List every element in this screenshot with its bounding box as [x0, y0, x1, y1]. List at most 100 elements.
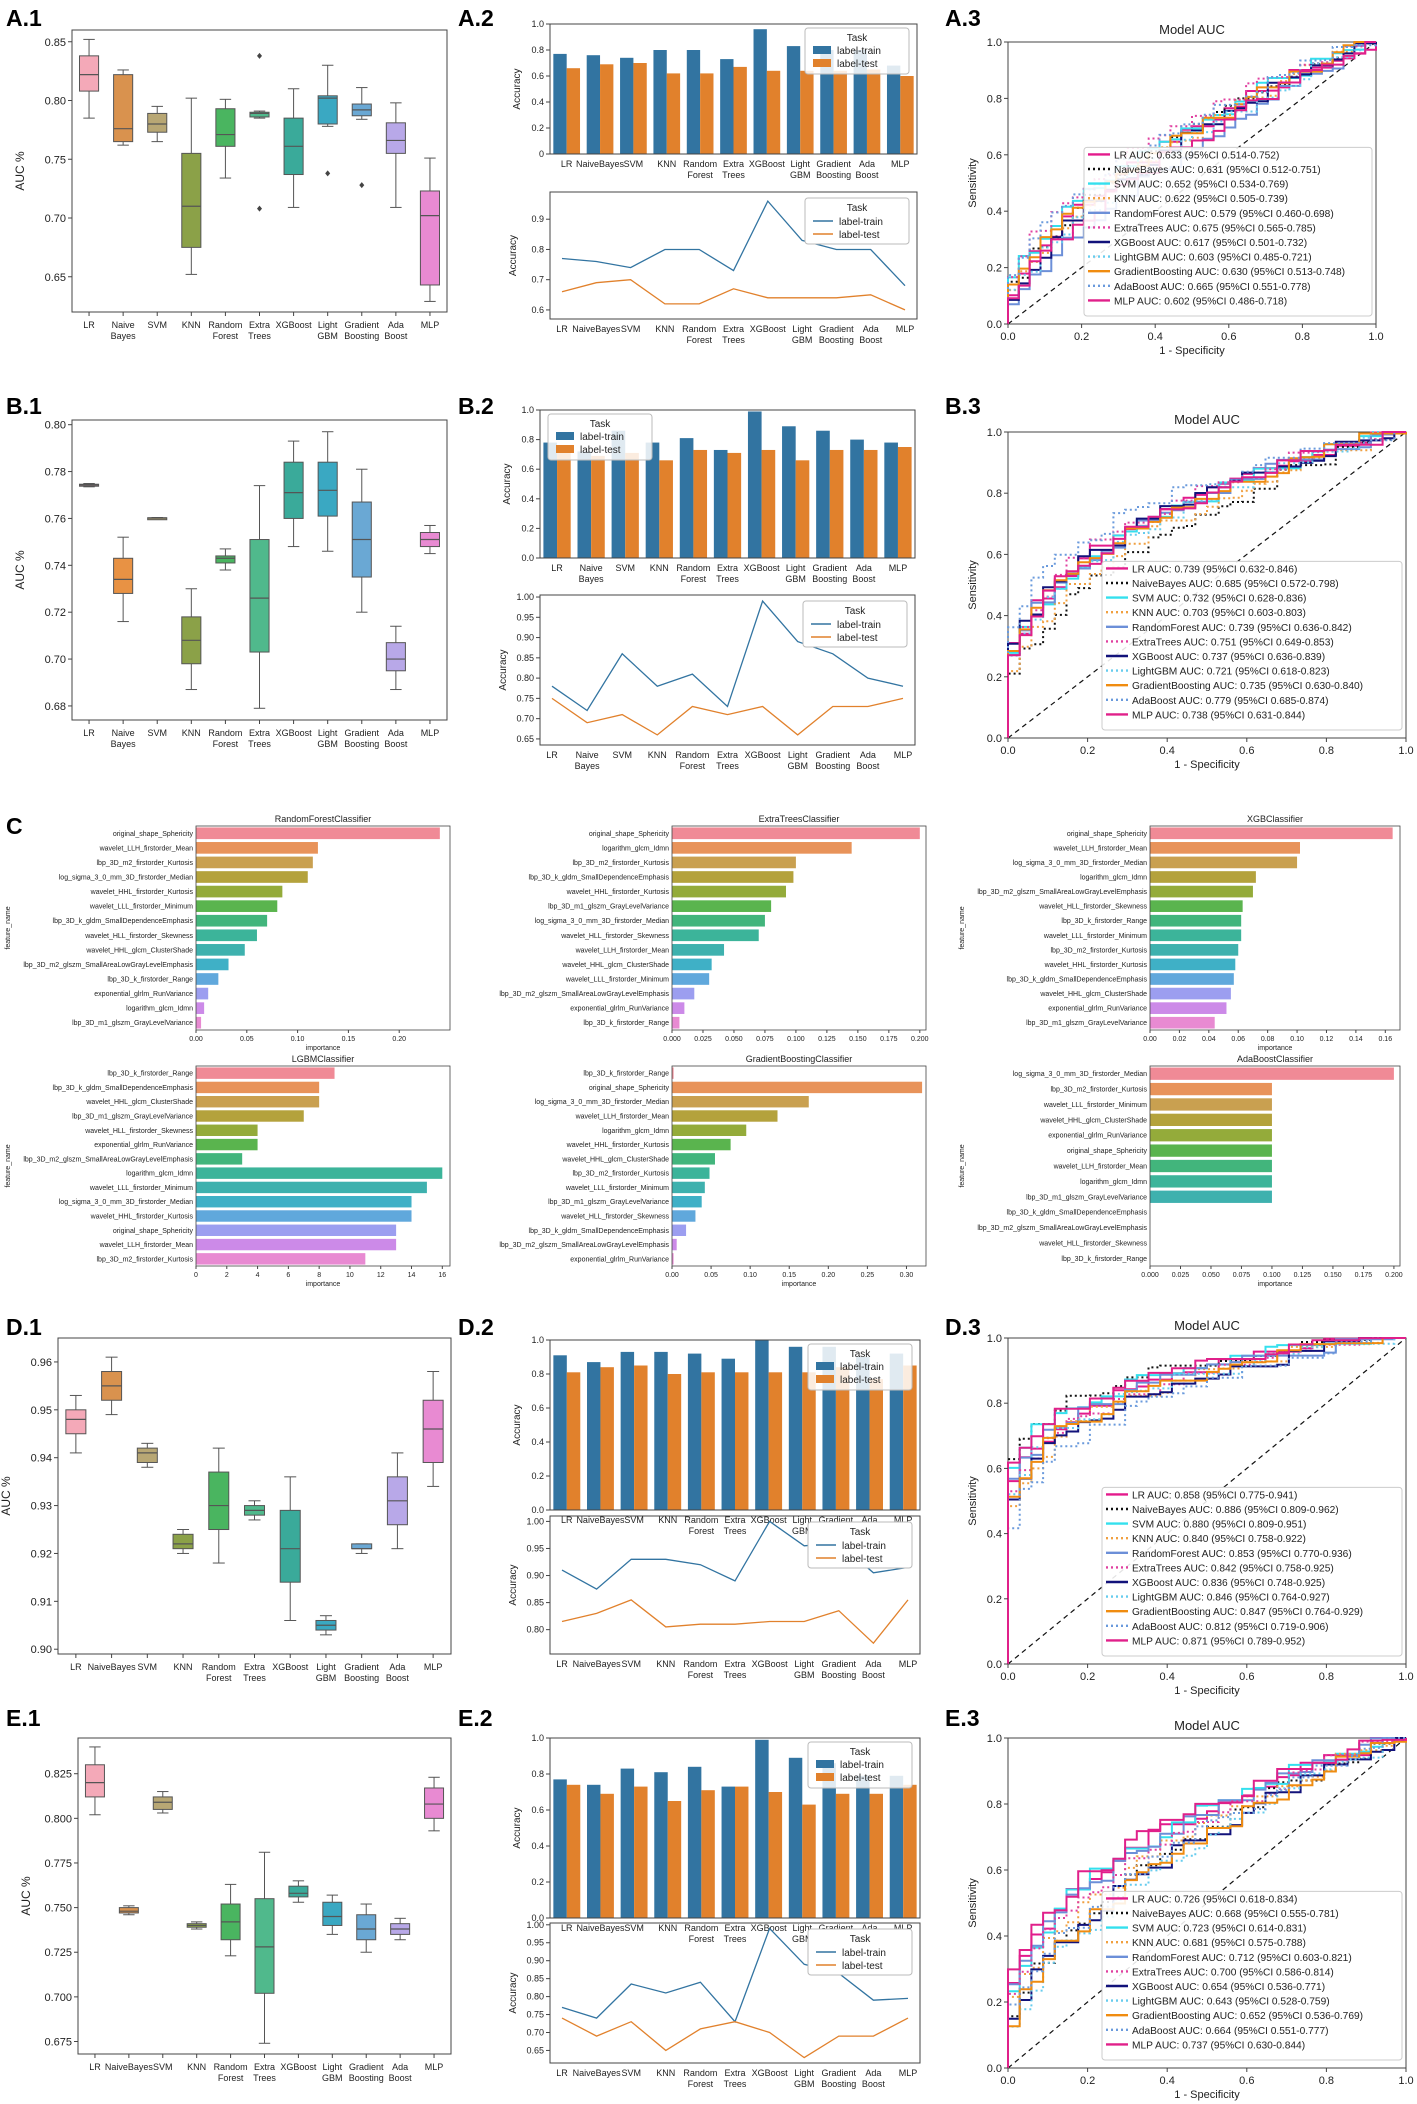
- legend-label: label-train: [580, 432, 624, 443]
- x-tick-label: KNN: [658, 1923, 677, 1933]
- feature-label: logarithm_glcm_Idmn: [1080, 1179, 1147, 1186]
- x-tick-label: Boost: [862, 2079, 886, 2089]
- bar-label-test: [835, 1367, 850, 1510]
- feature-label: wavelet_HHL_glcm_ClusterShade: [1039, 1117, 1147, 1124]
- y-tick-label: 1.0: [521, 405, 534, 415]
- x-tick-label: Trees: [722, 170, 745, 180]
- feature-label: lbp_3D_k_firstorder_Range: [583, 1020, 669, 1027]
- feature-label: lbp_3D_k_gldm_SmallDependenceEmphasis: [529, 1228, 670, 1235]
- importance-bar: [196, 1002, 205, 1014]
- legend-label: XGBoost AUC: 0.654 (95%CI 0.536-0.771): [1132, 1982, 1325, 1993]
- x-tick-label: LR: [546, 750, 558, 760]
- bar-label-train: [577, 451, 592, 558]
- bar-label-test: [829, 449, 844, 558]
- x-tick-label: Ada: [856, 563, 872, 573]
- feature-label: wavelet_LLH_firstorder_Mean: [575, 947, 669, 954]
- box-iqr: [385, 642, 406, 672]
- legend-swatch: [813, 46, 831, 54]
- feature-label: original_shape_Sphericity: [1067, 831, 1148, 838]
- y-tick-label: 0.91: [31, 1596, 52, 1608]
- x-tick-label: Forest: [689, 1934, 715, 1944]
- y-tick-label: 0.8: [531, 1769, 544, 1779]
- x-tick-label: SVM: [138, 1662, 158, 1672]
- x-tick-label: SVM: [624, 159, 644, 169]
- x-tick-label: GBM: [322, 2073, 343, 2083]
- roc-curve-xgboost: [1007, 1337, 1406, 1664]
- panel-label-c: C: [6, 813, 23, 839]
- x-tick-label: Boost: [855, 170, 879, 180]
- x-tick-label: Forest: [680, 761, 706, 771]
- box-iqr: [118, 1907, 139, 1914]
- legend-label: label-test: [580, 445, 621, 456]
- importance-bar: [672, 1153, 715, 1165]
- roc-curve-gradientboosting: [1007, 432, 1407, 738]
- feature-label: exponential_glrlm_RunVariance: [94, 1142, 193, 1149]
- chart-c5-importance: GradientBoostingClassifier lbp_3D_k_first…: [499, 1054, 927, 1288]
- y-tick-label: 0.74: [45, 560, 66, 572]
- roc-curve-mlp: [1007, 431, 1406, 738]
- legend-label: LightGBM AUC: 0.721 (95%CI 0.618-0.823): [1132, 667, 1330, 678]
- x-tick-label: Random: [202, 1662, 236, 1672]
- y-tick-label: 0.0: [987, 319, 1002, 331]
- bar-label-train: [611, 430, 626, 558]
- x-tick-label: XGBoost: [276, 320, 313, 330]
- x-tick-label: LR: [83, 320, 95, 330]
- legend-title: Task: [847, 203, 869, 214]
- importance-bar: [1150, 1016, 1215, 1029]
- x-tick-label: Ada: [388, 320, 404, 330]
- roc-title: Model AUC: [1159, 22, 1225, 37]
- y-axis-label: feature_name: [5, 1144, 12, 1187]
- x-tick-label: Light: [790, 159, 810, 169]
- legend-label: MLP AUC: 0.602 (95%CI 0.486-0.718): [1114, 296, 1287, 307]
- y-tick-label: 0.78: [45, 467, 66, 479]
- bar-label-train: [553, 53, 567, 154]
- legend-label: MLP AUC: 0.737 (95%CI 0.630-0.844): [1132, 2040, 1305, 2051]
- x-tick-label: KNN: [182, 320, 201, 330]
- y-tick-label: 0.96: [31, 1357, 52, 1369]
- x-tick-label: Light: [323, 2062, 343, 2072]
- bar-label-test: [557, 447, 571, 558]
- x-tick-label: Ada: [862, 1515, 878, 1525]
- bar-label-test: [693, 449, 708, 558]
- legend-box: [1101, 560, 1403, 731]
- importance-bar: [1150, 827, 1393, 840]
- feature-label: lbp_3D_k_firstorder_Range: [1061, 1256, 1147, 1263]
- importance-bar: [196, 885, 283, 898]
- chart-e1-box: 0.675 0.700 0.725 0.750 0.775 0.800 0.825 AUC %…: [19, 1737, 452, 2083]
- x-tick-label: XGBoost: [749, 159, 786, 169]
- x-tick-label: GBM: [792, 335, 813, 345]
- y-tick-label: 1.0: [987, 1333, 1002, 1345]
- legend-label: GradientBoosting AUC: 0.630 (95%CI 0.513…: [1114, 267, 1345, 278]
- x-tick-label: GBM: [317, 739, 338, 749]
- bar-label-test: [863, 449, 878, 558]
- importance-bar: [672, 842, 852, 854]
- x-tick-label: 0.000: [1141, 1272, 1159, 1279]
- box-iqr: [283, 461, 304, 519]
- x-tick-label: Gradient: [819, 1515, 854, 1525]
- legend-box: [804, 197, 910, 245]
- importance-bar: [1150, 1175, 1272, 1188]
- feature-label: lbp_3D_m1_glszm_GrayLevelVariance: [548, 1199, 669, 1206]
- y-tick-label: 0.0: [521, 553, 534, 563]
- y-tick-label: 0.2: [987, 672, 1002, 684]
- box-iqr: [172, 1533, 194, 1550]
- x-tick-label: Light: [318, 320, 338, 330]
- x-tick-label: KNN: [182, 728, 201, 738]
- legend-label: SVM AUC: 0.723 (95%CI 0.614-0.831): [1132, 1924, 1306, 1935]
- bar-label-test: [733, 66, 747, 154]
- x-tick-label: Forest: [686, 335, 712, 345]
- y-axis-label: AUC %: [0, 1476, 13, 1516]
- x-tick-label: Extra: [254, 2062, 275, 2072]
- importance-bar: [196, 973, 219, 985]
- bar-label-train: [679, 438, 694, 558]
- legend-title: Task: [847, 33, 869, 44]
- y-tick-label: 0.4: [531, 97, 544, 107]
- x-tick-label: Bayes: [579, 574, 605, 584]
- x-tick-label: 0.4: [1148, 331, 1163, 343]
- y-tick-label: 1.0: [987, 37, 1002, 49]
- x-tick-label: GBM: [316, 1673, 337, 1683]
- importance-bar: [672, 987, 695, 1000]
- importance-bar: [196, 1167, 443, 1179]
